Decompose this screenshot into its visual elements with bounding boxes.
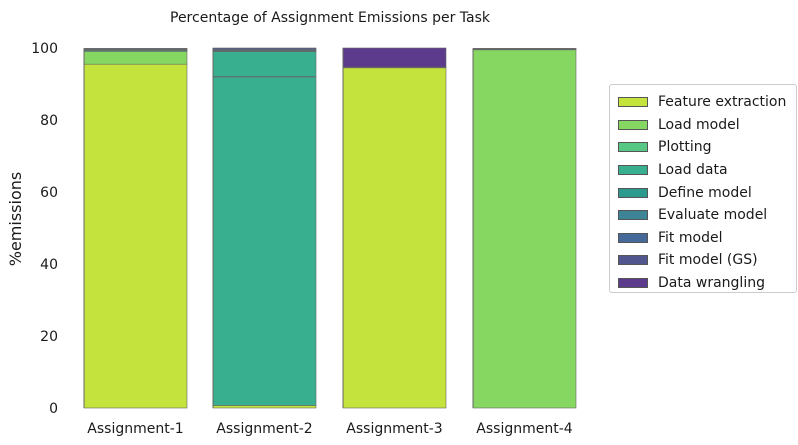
legend-swatch: [618, 187, 648, 198]
legend-item: Evaluate model: [618, 204, 788, 227]
bars: [83, 47, 577, 409]
legend-swatch: [618, 232, 648, 243]
y-axis-label: %emissions: [6, 172, 25, 266]
legend-swatch: [618, 142, 648, 153]
legend-item: Feature extraction: [618, 91, 788, 114]
x-tick-label: Assignment-4: [476, 421, 572, 437]
legend-swatch: [618, 210, 648, 221]
bar-segment-load-model: [472, 49, 577, 409]
bar-segment-feature-extraction: [342, 67, 447, 409]
legend-swatch: [618, 278, 648, 289]
y-tick-label: 60: [40, 185, 58, 201]
chart-title: Percentage of Assignment Emissions per T…: [170, 10, 491, 26]
bar-segment-feature-extraction: [212, 405, 317, 409]
bar-segment-fit-model: [472, 48, 577, 50]
y-tick-label: 20: [40, 329, 58, 345]
legend-item: Define model: [618, 181, 788, 204]
legend-label: Fit model (GS): [658, 252, 758, 269]
legend-swatch: [618, 119, 648, 130]
legend-label: Feature extraction: [658, 94, 787, 111]
legend-swatch: [618, 255, 648, 266]
legend-item: Load model: [618, 114, 788, 137]
legend-item: Data wrangling: [618, 272, 788, 295]
legend-label: Evaluate model: [658, 207, 768, 224]
y-tick-label: 40: [40, 257, 58, 273]
bar-segment-data-wrangling: [342, 47, 447, 68]
x-axis-ticks: Assignment-1 Assignment-2 Assignment-3 Assi…: [87, 421, 572, 437]
y-tick-label: 100: [31, 41, 58, 57]
legend-swatch: [618, 165, 648, 176]
legend-label: Define model: [658, 184, 752, 201]
legend: Feature extraction Load model Plotting Load…: [609, 84, 797, 293]
legend-label: Load data: [658, 162, 728, 179]
x-tick-label: Assignment-2: [216, 421, 312, 437]
y-axis-ticks: 0 20 40 60 80 100: [31, 41, 58, 417]
y-tick-label: 80: [40, 113, 58, 129]
legend-item: Fit model (GS): [618, 249, 788, 272]
x-tick-label: Assignment-1: [87, 421, 183, 437]
bar-segment-fit-model-gs: [212, 47, 317, 50]
y-tick-label: 0: [49, 401, 58, 417]
legend-label: Fit model: [658, 229, 723, 246]
legend-label: Data wrangling: [658, 275, 765, 292]
bar-segment-feature-extraction: [83, 63, 188, 409]
x-tick-label: Assignment-3: [346, 421, 442, 437]
legend-swatch: [618, 97, 648, 108]
legend-item: Plotting: [618, 136, 788, 159]
legend-item: Fit model: [618, 227, 788, 250]
legend-label: Plotting: [658, 139, 712, 156]
legend-item: Load data: [618, 159, 788, 182]
bar-segment-load-model: [83, 51, 188, 65]
bar-segment-fit-model: [83, 48, 188, 50]
bar-segment-load-data: [212, 51, 317, 406]
legend-label: Load model: [658, 116, 740, 133]
